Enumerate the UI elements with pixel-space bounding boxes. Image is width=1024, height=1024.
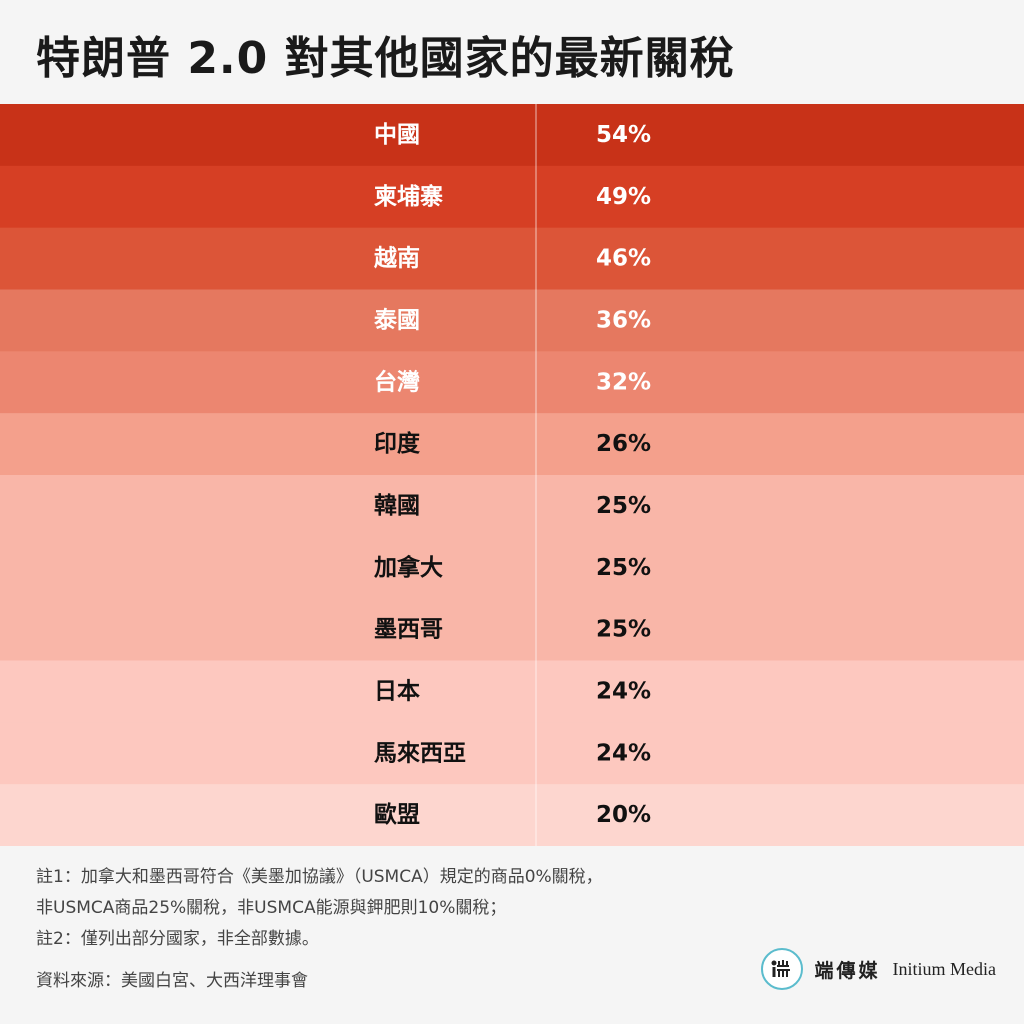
note-line-3: 註2：僅列出部分國家，非全部數據。	[36, 929, 319, 949]
country-label: 印度	[374, 430, 421, 457]
row-background-9	[0, 660, 1024, 723]
row-background-6	[0, 475, 1024, 538]
row-background-5	[0, 413, 1024, 476]
tariff-value-label: 25%	[596, 493, 651, 519]
tariff-value-label: 49%	[596, 184, 651, 210]
country-label: 歐盟	[374, 801, 420, 828]
country-label: 韓國	[374, 492, 420, 519]
brand-name-cn: 端傳媒	[814, 959, 881, 982]
tariff-value-label: 46%	[596, 246, 651, 272]
row-background-2	[0, 227, 1024, 290]
country-label: 日本	[374, 678, 420, 704]
row-background-8	[0, 598, 1024, 661]
country-label: 台灣	[374, 368, 420, 395]
row-background-1	[0, 165, 1024, 229]
tariff-value-label: 24%	[596, 740, 651, 766]
row-background-11	[0, 784, 1024, 846]
row-background-4	[0, 351, 1024, 414]
initium-logo-icon	[760, 948, 803, 990]
tariff-value-label: 54%	[596, 122, 651, 148]
notes: 註1：加拿大和墨西哥符合《美墨加協議》（USMCA）規定的商品0%關稅， 非US…	[36, 862, 736, 955]
tariff-value-label: 26%	[596, 431, 651, 457]
tariff-value-label: 32%	[596, 369, 651, 395]
tariff-table: 中國 54% 柬埔寨 49% 越南 46% 泰國 36% 台灣 32% 印度 26% 韓國 25% 加拿大 2…	[0, 104, 1024, 846]
brand: 端傳媒 Initium Media	[760, 948, 996, 990]
note-line-2: 非USMCA商品25%關稅，非USMCA能源與鉀肥則10%關稅；	[36, 898, 507, 918]
row-background-7	[0, 536, 1024, 600]
country-label: 墨西哥	[374, 617, 443, 643]
tariff-value-label: 24%	[596, 678, 651, 704]
note-line-1: 註1：加拿大和墨西哥符合《美墨加協議》（USMCA）規定的商品0%關稅，	[36, 867, 603, 887]
page-title: 特朗普 2.0 對其他國家的最新關稅	[36, 33, 735, 84]
tariff-value-label: 25%	[596, 617, 651, 643]
tariff-value-label: 25%	[596, 555, 651, 581]
country-label: 泰國	[373, 306, 420, 333]
row-background-0	[0, 104, 1024, 167]
tariff-value-label: 20%	[596, 802, 651, 828]
row-background-10	[0, 722, 1024, 785]
tariff-value-label: 36%	[596, 307, 651, 333]
source-text: 資料來源：美國白宮、大西洋理事會	[36, 971, 308, 991]
country-label: 柬埔寨	[374, 183, 443, 210]
country-label: 加拿大	[373, 554, 443, 581]
brand-name-en: Initium Media	[892, 958, 996, 979]
tariff-table-svg: 中國 54% 柬埔寨 49% 越南 46% 泰國 36% 台灣 32% 印度 26% 韓國 25% 加拿大 2…	[0, 104, 1024, 846]
country-label: 馬來西亞	[374, 740, 466, 766]
country-label: 越南	[374, 246, 420, 272]
country-label: 中國	[374, 122, 420, 148]
row-background-3	[0, 289, 1024, 352]
